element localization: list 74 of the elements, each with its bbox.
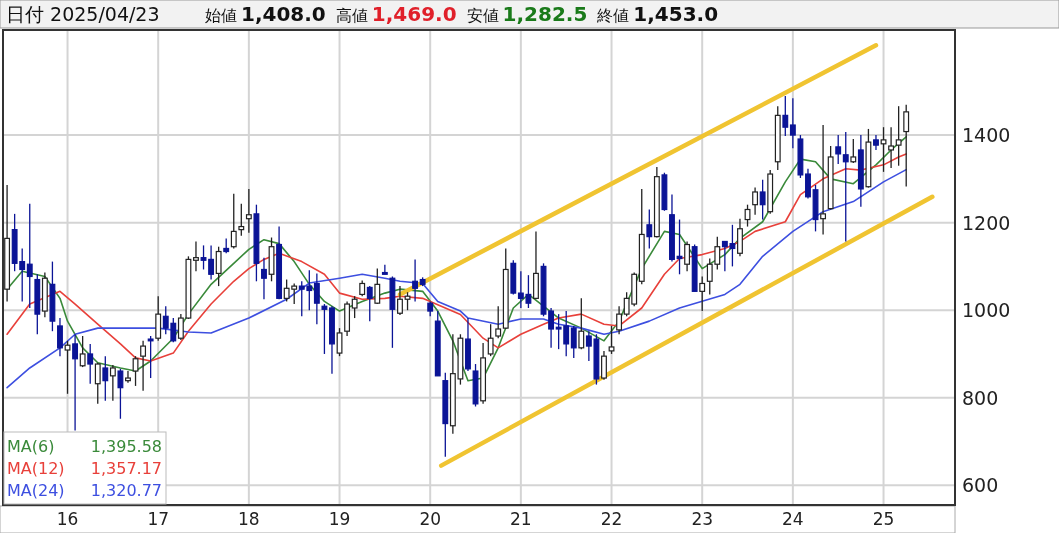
- x-tick-label: 22: [600, 509, 623, 529]
- x-tick-label: 23: [691, 509, 714, 529]
- candlestick: [805, 168, 811, 200]
- candlestick: [578, 297, 585, 350]
- annotation: 1,357.17: [90, 459, 162, 478]
- candlestick: [842, 131, 849, 243]
- y-tick-label: 600: [962, 474, 999, 497]
- candlestick: [117, 368, 124, 420]
- x-tick-label: 21: [510, 509, 532, 529]
- candlestick: [676, 218, 683, 275]
- candlestick: [125, 370, 131, 384]
- y-tick-label: 1400: [962, 124, 1011, 147]
- candlestick: [374, 267, 381, 305]
- candlestick: [789, 97, 796, 149]
- candlestick: [616, 305, 623, 335]
- candlestick: [397, 285, 403, 316]
- candlestick: [261, 257, 267, 300]
- candlestick: [903, 104, 910, 188]
- candlestick: [782, 95, 789, 137]
- candlestick: [495, 305, 502, 339]
- candlestick: [26, 203, 33, 309]
- x-tick-label: 24: [782, 509, 804, 529]
- candlestick: [109, 364, 116, 402]
- x-tick-label: 25: [872, 509, 895, 529]
- x-tick-label: 18: [238, 509, 260, 529]
- candlestick: [64, 340, 71, 395]
- annotation: 1,320.77: [90, 481, 162, 500]
- candlestick: [230, 193, 237, 250]
- x-tick-label: 17: [147, 509, 170, 529]
- candlestick: [336, 327, 343, 357]
- candlestick: [94, 362, 101, 405]
- candlestick: [412, 258, 419, 303]
- candlestick: [646, 208, 653, 250]
- candlestick: [608, 325, 615, 355]
- x-tick-label: 20: [419, 509, 442, 529]
- y-tick-label: 1000: [962, 299, 1011, 322]
- candlestick: [895, 105, 902, 167]
- y-tick-label: 800: [962, 386, 999, 409]
- candlestick: [140, 340, 147, 392]
- candlestick: [744, 204, 751, 228]
- candlestick: [79, 335, 86, 368]
- candlestick: [238, 203, 245, 237]
- candlestick: [87, 343, 94, 385]
- candlestick: [759, 179, 766, 221]
- candlestick: [245, 188, 252, 234]
- candlestick: [102, 355, 109, 402]
- candlestick: [366, 285, 373, 322]
- candlestick: [888, 126, 895, 169]
- candlestick: [72, 333, 79, 432]
- candlestick: [381, 264, 388, 275]
- candlestick: [487, 323, 494, 357]
- candlestick: [147, 335, 154, 379]
- candlestick: [321, 303, 328, 355]
- candlestick: [699, 275, 706, 312]
- x-tick-label: 16: [56, 509, 79, 529]
- candlestick: [570, 325, 577, 359]
- y-tick-label: 1200: [962, 211, 1011, 234]
- candlestick: [684, 240, 691, 272]
- x-tick-label: 19: [328, 509, 351, 529]
- legend: MA(6) 1,395.58 MA(12) 1,357.17 MA(24) 1,320.77: [3, 431, 167, 505]
- candlestick: [850, 138, 857, 164]
- candlestick: [215, 246, 222, 287]
- candlestick: [601, 350, 607, 381]
- annotation: 1,395.58: [90, 437, 162, 456]
- candlestick: [835, 134, 842, 165]
- candlestick: [752, 186, 759, 216]
- candlestick: [880, 126, 887, 173]
- header: 日付 2025/04/23 始値 1,408.0 高値 1,469.0 安値 1,282.5 終値 1,453.0: [6, 2, 719, 26]
- candlestick: [351, 295, 358, 319]
- candlestick: [193, 240, 199, 272]
- candlestick: [820, 124, 827, 236]
- candlestick: [57, 317, 63, 357]
- candlestick: [313, 272, 320, 325]
- candlestick: [132, 355, 139, 387]
